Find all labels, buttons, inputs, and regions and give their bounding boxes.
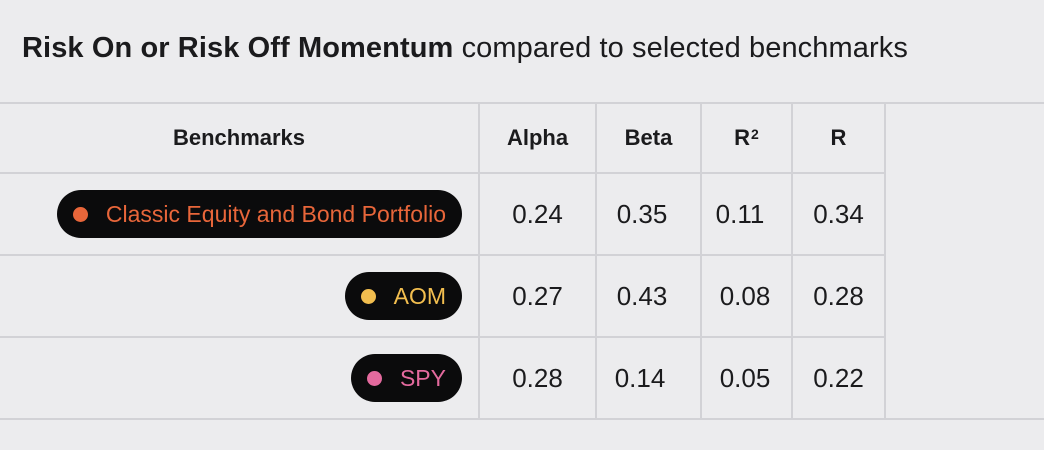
series-color-dot <box>366 370 382 386</box>
row-divider <box>0 336 886 338</box>
r-squared-base: R <box>734 125 751 150</box>
r-value: 0.34 <box>813 198 864 229</box>
title-description: compared to selected benchmarks <box>453 32 908 64</box>
r-squared-superscript: 2 <box>751 126 759 142</box>
r-squared-value: 0.05 <box>719 362 771 393</box>
beta-value: 0.43 <box>616 280 668 311</box>
beta-value: 0.35 <box>616 198 668 229</box>
benchmark-name: Classic Equity and Bond Portfolio <box>105 200 446 227</box>
benchmark-pill[interactable]: AOM <box>344 272 462 320</box>
benchmark-pill[interactable]: SPY <box>350 354 462 402</box>
r-squared-value: 0.11 <box>715 198 765 229</box>
header-beta[interactable]: Beta <box>624 125 673 150</box>
table-row: SPY <box>0 338 462 418</box>
r-squared-value: 0.08 <box>719 280 771 311</box>
header-divider <box>0 172 886 174</box>
r-value: 0.22 <box>813 362 864 393</box>
column-divider <box>595 102 597 420</box>
column-divider <box>884 102 886 420</box>
alpha-value: 0.24 <box>512 198 563 229</box>
column-divider <box>478 102 480 420</box>
benchmark-name: AOM <box>393 282 446 309</box>
beta-value: 0.14 <box>614 362 666 393</box>
table-bottom-border <box>0 418 1044 420</box>
column-divider <box>791 102 793 420</box>
title-strategy-name: Risk On or Risk Off Momentum <box>22 32 454 64</box>
alpha-value: 0.28 <box>512 362 563 393</box>
benchmark-name: SPY <box>399 364 446 391</box>
header-benchmarks[interactable]: Benchmarks <box>172 125 306 150</box>
series-color-dot <box>360 288 376 304</box>
column-divider <box>700 102 702 420</box>
table-row: Classic Equity and Bond Portfolio <box>0 174 462 254</box>
row-divider <box>0 254 886 256</box>
header-r[interactable]: R <box>830 125 847 150</box>
r-value: 0.28 <box>813 280 864 311</box>
table-row: AOM <box>0 256 462 336</box>
header-alpha[interactable]: Alpha <box>506 125 569 150</box>
table-top-border <box>0 102 1044 104</box>
page-title: Risk On or Risk Off Momentum compared to… <box>22 28 908 68</box>
series-color-dot <box>72 206 88 222</box>
alpha-value: 0.27 <box>512 280 563 311</box>
benchmark-pill[interactable]: Classic Equity and Bond Portfolio <box>56 190 462 238</box>
